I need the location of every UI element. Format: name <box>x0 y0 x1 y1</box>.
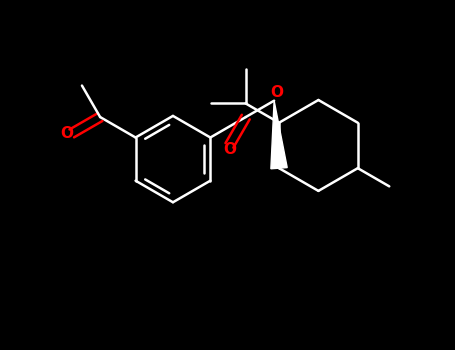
Text: O: O <box>60 126 73 141</box>
Polygon shape <box>271 101 287 169</box>
Text: O: O <box>223 141 236 156</box>
Text: O: O <box>270 85 283 100</box>
